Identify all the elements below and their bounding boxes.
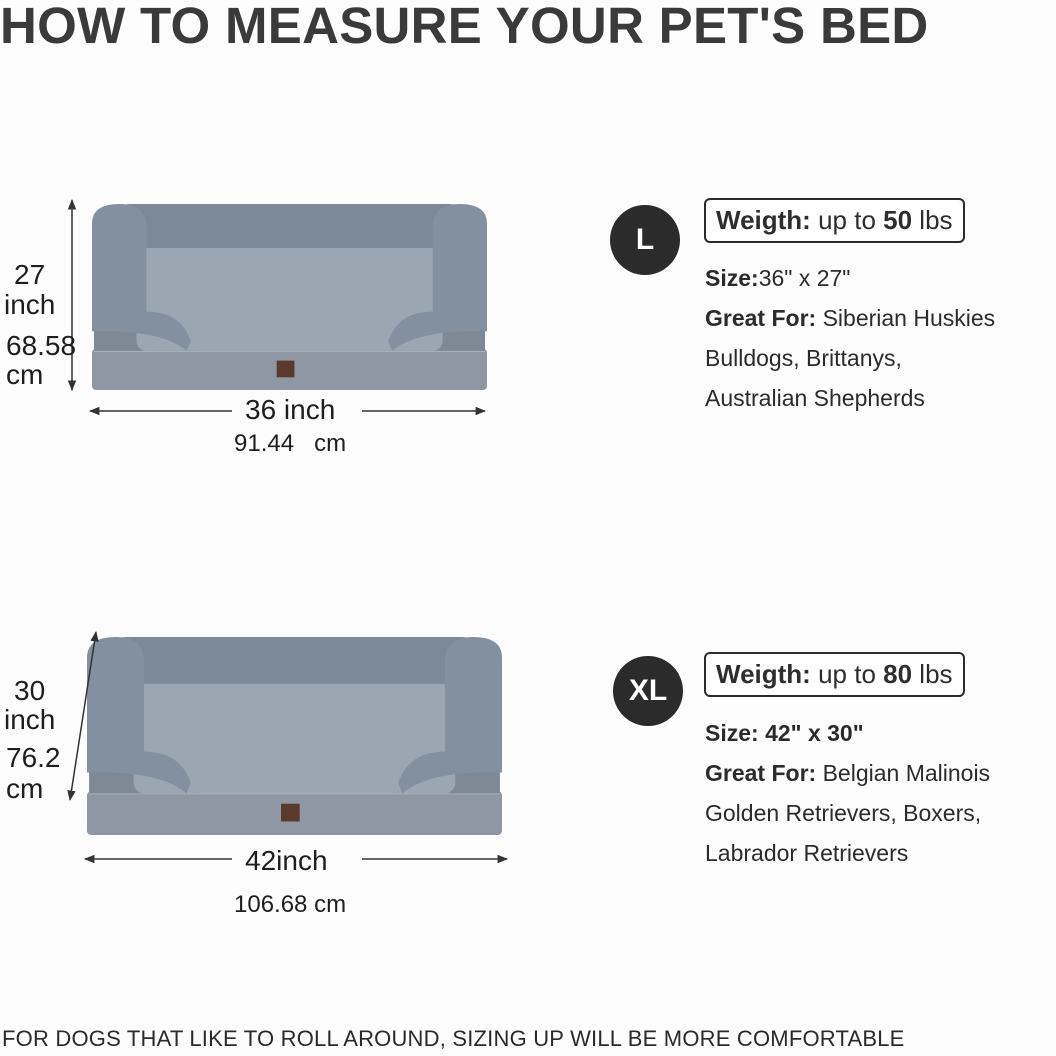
- height-value: 27: [14, 259, 46, 290]
- great-for-label: Great For:: [705, 305, 817, 331]
- height-arrow-xl: [67, 630, 509, 864]
- breed-line: Siberian Huskies: [822, 305, 996, 331]
- breed-line: Labrador Retrievers: [705, 840, 909, 866]
- weight-pre: up to: [818, 659, 876, 689]
- weight-label: Weigth:: [716, 205, 811, 235]
- size-value: 36" x 27": [758, 265, 851, 291]
- breed-line: Golden Retrievers, Boxers,: [705, 800, 982, 826]
- width-label: 36 inch: [245, 394, 336, 425]
- height-unit: inch: [4, 289, 56, 320]
- size-badge-xl: XL: [613, 656, 683, 726]
- height-cm-unit: cm: [6, 359, 44, 390]
- weight-unit: lbs: [919, 659, 953, 689]
- bed-image-l: [92, 204, 487, 390]
- width-label: 42inch: [245, 845, 328, 876]
- great-for-label: Great For:: [705, 760, 817, 786]
- height-cm: 68.58: [6, 330, 77, 361]
- height-value: 30: [14, 675, 46, 706]
- weight-box: Weigth: up to 80 lbs: [704, 652, 965, 697]
- height-cm-unit: cm: [6, 773, 44, 804]
- weight-value: 80: [883, 659, 913, 689]
- height-cm: 76.2: [6, 742, 61, 773]
- page-title: HOW TO MEASURE YOUR PET'S BED: [0, 0, 929, 54]
- weight-unit: lbs: [919, 205, 953, 235]
- size-badge-l: L: [610, 205, 680, 275]
- footer-note: FOR DOGS THAT LIKE TO ROLL AROUND, SIZIN…: [2, 1026, 905, 1051]
- breed-line: Australian Shepherds: [705, 385, 925, 411]
- weight-box: Weigth: up to 50 lbs: [704, 198, 965, 243]
- weight-pre: up to: [818, 205, 876, 235]
- height-unit: inch: [4, 704, 56, 735]
- size-info: Size: 42" x 30" Great For: Belgian Malin…: [705, 713, 990, 873]
- breed-line: Bulldogs, Brittanys,: [705, 345, 902, 371]
- weight-label: Weigth:: [716, 659, 811, 689]
- size-value: 42" x 30": [765, 720, 864, 746]
- width-cm: 91.44 cm: [234, 430, 347, 457]
- size-label: Size:: [705, 720, 759, 746]
- height-arrow-l: [67, 198, 487, 416]
- size-info: Size:36" x 27" Great For: Siberian Huski…: [705, 258, 995, 418]
- size-label: Size:: [705, 265, 759, 291]
- breed-line: Belgian Malinois: [822, 760, 991, 786]
- width-cm: 106.68 cm: [234, 891, 347, 918]
- bed-image-xl: [87, 637, 502, 835]
- weight-value: 50: [883, 205, 913, 235]
